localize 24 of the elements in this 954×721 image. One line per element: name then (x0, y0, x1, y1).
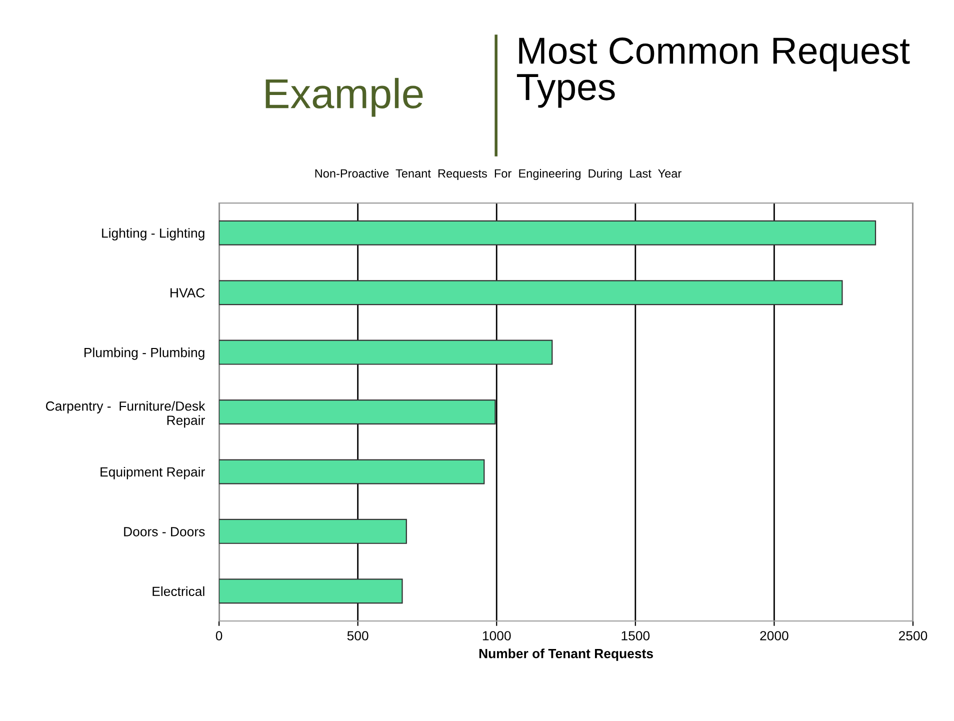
y-tick-label: Equipment Repair (100, 466, 205, 480)
x-tick-label: 2500 (898, 631, 928, 640)
y-tick-label: Plumbing - Plumbing (84, 348, 204, 360)
x-tick-label: 500 (347, 631, 368, 640)
y-tick-label: Lighting - Lighting (102, 228, 204, 240)
y-tick-label: HVAC (170, 288, 205, 298)
x-tick-label: 1000 (482, 631, 511, 640)
y-tick-label: Carpentry - Furniture/Desk Repair (46, 401, 206, 428)
x-tick-label: 1500 (622, 631, 650, 640)
x-axis-title: Number of Tenant Requests (479, 648, 653, 661)
chart-subtitle: Non-Proactive Tenant Requests For Engineering During Last Year (315, 168, 682, 180)
bar (219, 400, 496, 425)
bar (219, 578, 403, 604)
y-tick-label: Electrical (152, 586, 204, 596)
x-tick-label: 0 (216, 631, 222, 640)
bar (219, 459, 485, 484)
bar (219, 220, 876, 246)
y-tick-label: Doors - Doors (124, 527, 205, 536)
bar (219, 340, 553, 365)
bar (219, 280, 843, 306)
bar (219, 518, 407, 544)
chart-title: Most Common Request Types (516, 37, 910, 108)
text: Example (266, 78, 423, 117)
x-tick-label: 2000 (760, 631, 788, 640)
